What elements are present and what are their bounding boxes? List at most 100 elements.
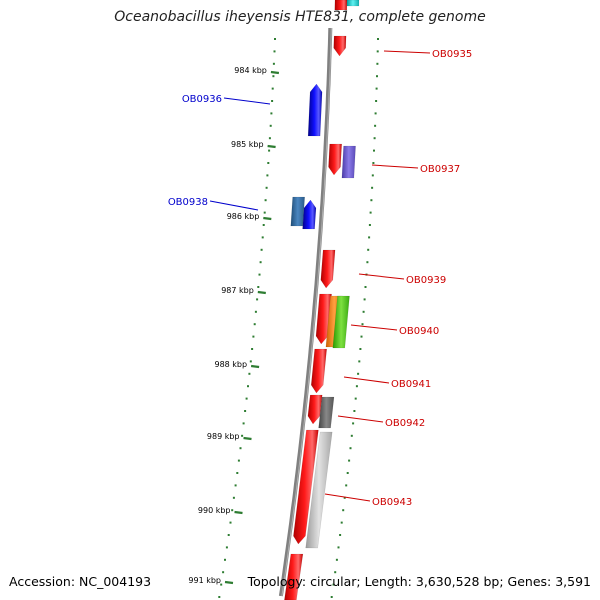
gc-dot [270,112,273,115]
gene-ob0935 [333,35,347,57]
gc-dot [265,186,268,189]
gc-dot [355,385,358,388]
topology-text: Topology: circular; Length: 3,630,528 bp… [247,574,591,589]
backbone-highlight [281,27,332,597]
gc-dot [375,87,378,90]
gene-label-ob0941: OB0941 [391,379,431,390]
gc-dot [339,534,342,536]
gene-ob0937a [328,143,342,176]
gc-dot [376,75,378,78]
gene-top-red [334,0,348,11]
gc-dot [367,248,370,251]
gene-ob0938a [290,196,305,227]
gc-dot [358,360,361,363]
backbone-line [278,27,333,597]
label-leader-line [324,493,371,502]
gene-label-ob0942: OB0942 [385,418,425,429]
gc-dot [236,472,239,474]
gc-dot [227,534,230,536]
gc-dot [266,174,269,177]
gene-ob0943a [293,429,319,545]
gc-dot [366,261,369,264]
label-leader-line [343,376,390,384]
gc-dot [373,149,375,152]
map-title: Oceanobacillus iheyensis HTE831, complet… [114,9,486,25]
gc-dot [272,75,275,78]
gc-dot [376,62,379,65]
tick-label: 989 kbp [207,432,240,441]
gc-dot [267,162,270,164]
gc-dot [229,521,232,524]
tick-mark [270,70,280,75]
gene-label-ob0940: OB0940 [399,326,439,337]
gc-dot [348,459,351,462]
gene-ob0938b [302,199,317,230]
gc-dot [261,236,264,239]
gene-label-ob0943: OB0943 [372,497,412,508]
label-leader-line [371,164,419,169]
gc-dot [263,211,266,214]
gc-dot [257,286,260,288]
gc-dot [220,583,223,586]
gene-label-ob0938: OB0938 [168,197,208,208]
gc-dot [262,224,265,226]
label-leader-line [209,200,259,211]
label-leader-line [223,97,271,105]
tick-mark [263,216,272,221]
tick-mark [257,290,266,295]
gc-dot [373,137,376,140]
label-leader-line [383,50,431,54]
gc-dot [253,323,256,326]
gc-dot [363,298,366,301]
gc-dot [248,372,251,375]
gc-dot [249,360,252,363]
gc-dot [335,558,338,561]
gc-dot [372,162,375,164]
gc-dot [369,211,372,214]
tick-label: 990 kbp [198,506,231,515]
gc-dot [334,571,337,574]
gc-dot [353,410,356,412]
label-leader-line [337,415,384,423]
gene-label-ob0939: OB0939 [406,275,446,286]
chromosome-backbone [278,27,333,597]
gc-dot [251,348,254,350]
gene-ob0941 [310,348,327,394]
gc-dot [350,434,353,437]
gc-dot-tracks [218,38,379,598]
gc-dot [330,596,333,598]
accession-text: Accession: NC_004193 [9,574,152,589]
gc-dot [259,261,262,264]
gc-dot [264,199,267,202]
gc-dot [364,286,367,288]
gc-dot [374,112,377,115]
gc-dot [371,186,374,189]
tick-label: 988 kbp [214,360,247,369]
tick-mark [267,144,276,149]
gc-dot [241,434,244,437]
gc-dot [269,124,272,127]
kbp-ticks: 984 kbp 985 kbp 986 kbp 987 kbp 988 kbp 989 k… [188,66,280,585]
gc-dot [244,410,247,412]
gene-ob0939 [320,249,336,289]
gc-dot [232,496,235,499]
gc-dot [234,484,237,487]
gc-dot [224,558,226,561]
gc-dot [346,472,349,474]
gc-dot [368,236,371,239]
gc-dot [368,224,371,226]
gc-dot [225,546,228,549]
gc-dot [354,397,357,400]
gc-dot [357,372,360,375]
gc-dot [332,583,335,586]
gc-dot [252,335,255,338]
gene-ob0942b [318,396,335,429]
gc-dot [273,50,276,53]
gc-dot [342,509,345,512]
gene-ob0943b [305,431,333,549]
gc-dot [245,397,248,400]
gc-dot [377,38,379,40]
gc-dot [256,298,259,301]
gene-ob0936 [307,83,323,137]
